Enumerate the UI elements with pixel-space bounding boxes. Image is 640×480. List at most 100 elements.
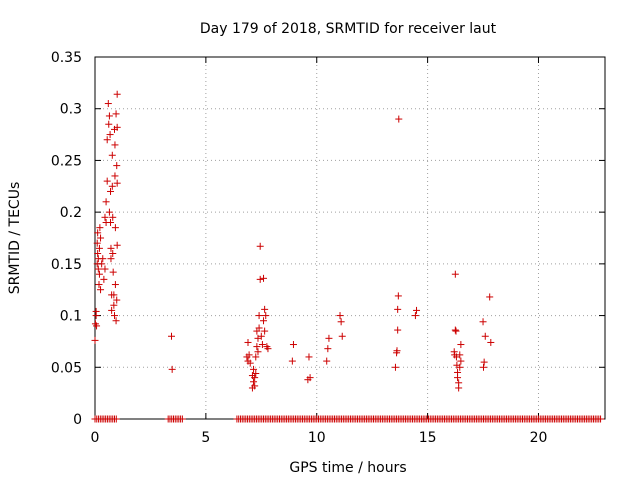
data-point [394,292,402,300]
chart-title: Day 179 of 2018, SRMTID for receiver lau… [200,21,497,37]
data-point [261,327,269,335]
data-point [96,224,104,232]
data-point [455,384,463,392]
data-point [395,115,403,123]
data-point [178,415,186,423]
data-point [255,324,263,332]
data-point [168,332,175,340]
data-point [338,332,346,340]
data-point [306,374,314,382]
data-point [113,162,121,170]
data-point [107,218,115,226]
data-point [413,306,421,314]
y-tick-label: 0 [73,412,82,428]
data-point [336,312,344,320]
data-point [103,136,111,144]
data-point [95,270,103,278]
data-point [451,326,459,334]
y-tick-label: 0.25 [51,153,82,169]
data-point [105,208,113,216]
data-point [305,353,313,361]
data-point [481,332,489,340]
y-tick-label: 0.05 [51,360,82,376]
data-point [99,255,107,263]
data-point [324,345,332,353]
data-point [95,281,103,289]
data-point [457,341,465,349]
data-point [108,306,116,314]
data-point [262,312,270,320]
data-point [253,343,261,351]
data-point [107,187,115,195]
data-point [260,274,268,282]
data-point [97,286,105,294]
data-point [93,239,101,247]
y-tick-label: 0.1 [60,309,82,325]
data-point [107,244,115,252]
plot-frame [94,56,606,420]
data-point [110,291,118,299]
data-point [246,359,254,367]
data-point [255,312,263,320]
data-point [245,351,253,359]
data-point [456,351,464,359]
data-point [111,281,119,289]
y-axis-label: SRMTID / TECUs [7,182,23,295]
data-point [111,141,119,149]
data-point [113,179,121,187]
data-point [109,250,117,258]
data-point [597,415,605,423]
data-point [251,382,259,390]
data-point [110,301,118,309]
data-point [257,332,265,340]
data-point [456,363,464,371]
data-point [256,242,264,250]
y-tick-label: 0.15 [51,257,82,273]
data-point [454,374,462,382]
data-point [112,317,120,325]
data-point [411,312,419,320]
data-point [105,120,113,128]
data-point [94,250,102,258]
data-point [101,213,109,221]
data-point [93,322,101,330]
data-point [451,270,459,278]
data-point [480,358,488,366]
data-point [91,336,99,344]
data-point [452,327,460,335]
data-point [94,229,102,237]
data-point [112,415,120,423]
data-point [288,357,296,365]
data-point [111,172,119,180]
data-point [112,110,120,118]
data-point [107,255,115,263]
data-point [108,151,116,159]
data-point [100,275,108,283]
data-point [95,244,103,252]
data-point [256,275,264,283]
x-tick-label: 10 [308,430,326,446]
data-point [323,357,331,365]
data-point [244,338,252,346]
data-point [393,347,401,355]
x-tick-label: 5 [201,430,210,446]
data-point [337,318,345,326]
data-point [457,357,465,365]
data-point [260,317,268,325]
data-point [487,338,495,346]
data-point [479,318,487,326]
data-point [479,363,487,371]
data-point [325,334,333,342]
data-point [252,369,260,377]
data-points [91,90,605,423]
data-point [258,341,266,349]
data-point [104,100,112,108]
data-point [98,260,106,268]
axis-ticks: 0 5 10 15 20 0 0.05 0.1 0.15 0.2 0.25 0.3 0.35 [51,50,605,446]
x-tick-label: 20 [530,430,548,446]
data-point [261,305,269,313]
data-point [264,345,272,353]
y-tick-label: 0.35 [51,50,82,66]
grid [95,57,605,419]
